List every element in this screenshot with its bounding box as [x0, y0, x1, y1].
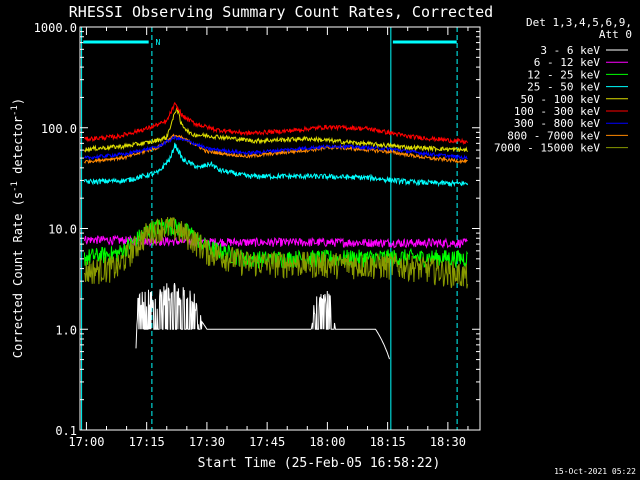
series-line-8 [83, 217, 469, 289]
legend-label-7: 800 - 7000 keV [507, 129, 600, 142]
legend-label-3: 25 - 50 keV [527, 81, 600, 94]
top-marker-label: N [155, 38, 160, 47]
legend-label-2: 12 - 25 keV [527, 68, 600, 81]
chart-title: RHESSI Observing Summary Count Rates, Co… [69, 3, 493, 21]
legend-header-2: Att 0 [599, 28, 632, 41]
y-tick-label-4: 0.1 [55, 424, 77, 438]
x-tick-label-0: 17:00 [68, 435, 104, 449]
legend-label-4: 50 - 100 keV [521, 93, 601, 106]
series-8 [83, 217, 469, 289]
series-line-5 [84, 101, 468, 146]
series-1 [83, 234, 468, 249]
y-axis-label-main: Corrected Count Rate (s [11, 192, 25, 358]
y-axis-label-mid: detector [11, 116, 25, 181]
series-line-7 [83, 133, 468, 165]
y-axis-label: Corrected Count Rate (s-1 detector-1) [10, 98, 25, 358]
series-line-1 [83, 234, 468, 249]
series-line-6 [84, 135, 468, 161]
legend-label-8: 7000 - 15000 keV [494, 142, 600, 155]
series-line-3 [83, 142, 469, 188]
series-line-4 [83, 107, 468, 153]
y-tick-label-1: 100.0 [41, 122, 77, 136]
y-ticks: 1000.0 100.0 10.0 1.0 0.1 [34, 21, 480, 438]
top-bars: N [83, 38, 457, 47]
series-0 [135, 283, 390, 360]
legend-label-5: 100 - 300 keV [514, 105, 600, 118]
x-tick-label-3: 17:45 [249, 435, 285, 449]
y-axis-label-end: ) [11, 98, 25, 105]
legend-label-0: 3 - 6 keV [540, 44, 600, 57]
series-layer [83, 101, 469, 360]
x-tick-label-1: 17:15 [129, 435, 165, 449]
series-3 [83, 142, 469, 188]
y-axis-label-sup1: -1 [10, 181, 20, 192]
legend-label-6: 300 - 800 keV [514, 117, 600, 130]
y-tick-label-3: 1.0 [55, 323, 77, 337]
x-tick-label-2: 17:30 [189, 435, 225, 449]
legend-label-1: 6 - 12 keV [534, 56, 601, 69]
x-ticks: 17:00 17:15 17:30 17:45 18:00 18:15 18:30 [68, 27, 469, 449]
x-tick-label-4: 18:00 [309, 435, 345, 449]
x-axis-label: Start Time (25-Feb-05 16:58:22) [198, 456, 441, 471]
series-5 [84, 101, 468, 146]
series-6 [84, 135, 468, 161]
series-line-0 [135, 283, 390, 360]
x-tick-label-5: 18:15 [370, 435, 406, 449]
y-tick-label-2: 10.0 [48, 223, 77, 237]
series-7 [83, 133, 468, 165]
legend-header-1: Det 1,3,4,5,6,9, [526, 16, 632, 29]
x-tick-label-6: 18:30 [430, 435, 466, 449]
y-tick-label-0: 1000.0 [34, 21, 77, 35]
series-4 [83, 107, 468, 153]
timestamp: 15-Oct-2021 05:22 [554, 467, 636, 476]
y-axis-label-sup2: -1 [10, 105, 20, 116]
